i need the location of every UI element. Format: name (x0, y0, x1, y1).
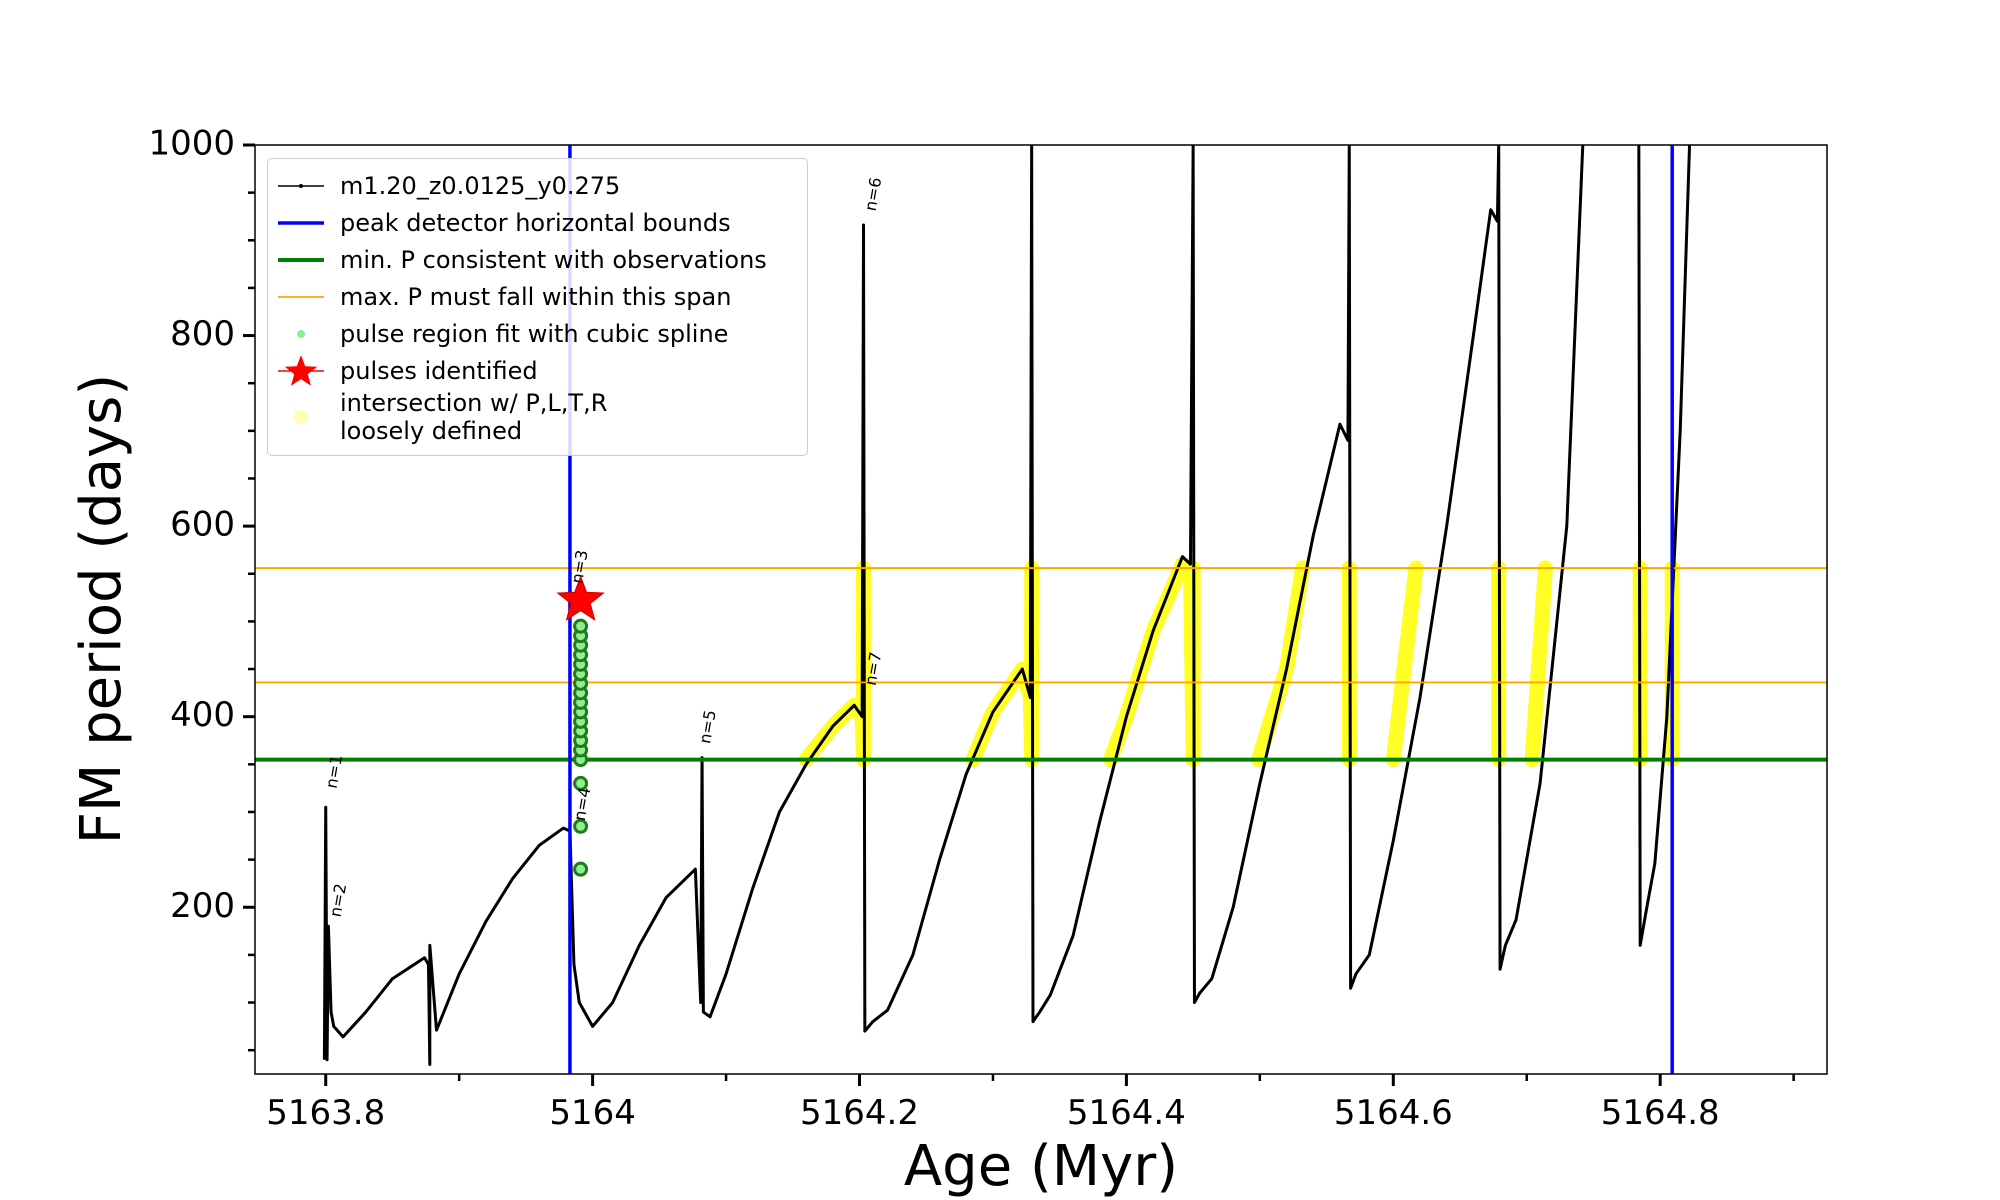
legend-swatch (297, 329, 305, 338)
annotation: n=2 (326, 882, 351, 919)
legend-label: m1.20_z0.0125_y0.275 (340, 171, 621, 200)
pulse-point (573, 775, 589, 791)
legend-label: max. P must fall within this span (340, 282, 732, 311)
x-tick-label: 5164 (549, 1093, 636, 1133)
legend-swatch (278, 220, 324, 225)
annotation: n=5 (695, 708, 720, 745)
plot-frame (254, 144, 1828, 1075)
legend-swatch (278, 295, 324, 298)
legend-swatch (294, 410, 308, 424)
legend-swatch (278, 355, 324, 386)
y-tick-label: 800 (170, 314, 235, 354)
legend-entry: max. P must fall within this span (268, 278, 807, 315)
intersection-band (798, 556, 1680, 768)
x-tick-label: 5164.6 (1334, 1093, 1453, 1133)
legend-entry: peak detector horizontal bounds (268, 204, 807, 241)
y-tick-label: 400 (170, 695, 235, 735)
x-tick-label: 5163.8 (266, 1093, 385, 1133)
legend-swatch (278, 183, 324, 188)
legend-entry: pulse region fit with cubic spline (268, 315, 807, 352)
legend-entry: pulses identified (268, 352, 807, 389)
annotation: n=6 (861, 176, 886, 213)
legend-label: pulse region fit with cubic spline (340, 319, 729, 348)
pulse-point (573, 618, 589, 634)
pulse-star (556, 575, 605, 622)
pulse-point (573, 861, 589, 877)
y-axis-label: FM period (days) (69, 374, 134, 844)
x-tick-label: 5164.8 (1601, 1093, 1720, 1133)
legend-label: intersection w/ P,L,T,R loosely defined (340, 389, 608, 445)
x-tick-label: 5164.2 (800, 1093, 919, 1133)
legend-entry: min. P consistent with observations (268, 241, 807, 278)
y-tick-label: 200 (170, 886, 235, 926)
legend-label: min. P consistent with observations (340, 245, 767, 274)
x-axis-label: Age (Myr) (904, 1134, 1178, 1199)
legend-label: pulses identified (340, 356, 538, 385)
legend-entry: intersection w/ P,L,T,R loosely defined (268, 389, 807, 445)
legend-swatch (278, 257, 324, 262)
y-tick-label: 1000 (148, 124, 235, 164)
x-tick-label: 5164.4 (1067, 1093, 1186, 1133)
y-tick-label: 600 (170, 505, 235, 545)
plot-area (255, 145, 1827, 1074)
legend-entry: m1.20_z0.0125_y0.275 (268, 167, 807, 204)
legend-label: peak detector horizontal bounds (340, 208, 731, 237)
annotation: n=4 (570, 786, 595, 823)
pulse-point (573, 818, 589, 834)
data-line (322, 145, 1692, 1066)
